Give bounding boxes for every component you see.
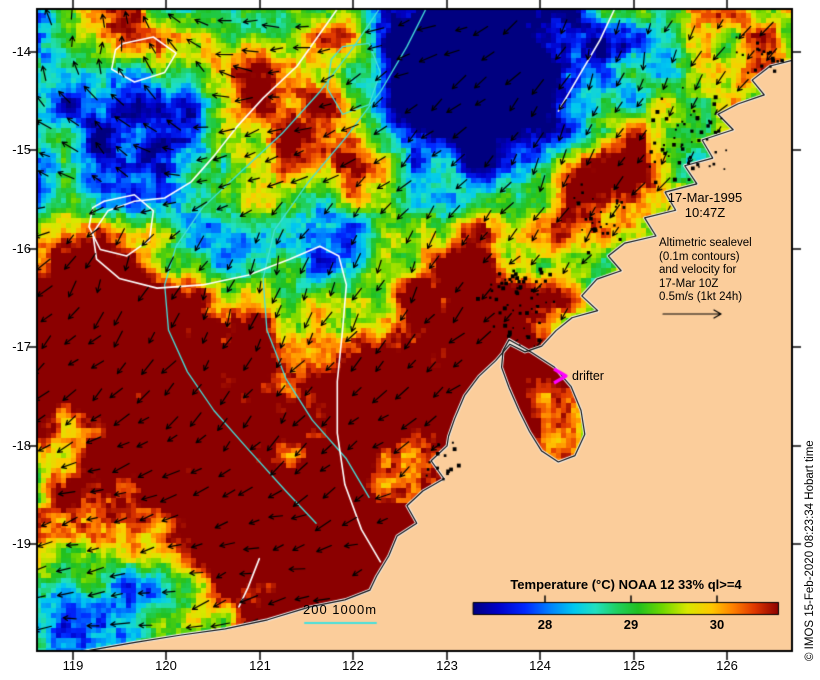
y-axis-tick-label: -15 bbox=[12, 142, 31, 157]
colorbar-title: Temperature (°C) NOAA 12 33% ql>=4 bbox=[510, 577, 742, 592]
bathymetry-scale-label: 200 1000m bbox=[303, 602, 378, 617]
y-axis-tick-label: -18 bbox=[12, 438, 31, 453]
annotation-line: 0.5m/s (1kt 24h) bbox=[659, 291, 743, 303]
x-axis-tick-label: 122 bbox=[342, 658, 364, 673]
annotation-line: and velocity for bbox=[659, 264, 737, 276]
y-axis-tick-label: -14 bbox=[12, 44, 31, 59]
observation-time: 10:47Z bbox=[684, 205, 726, 220]
colorbar-tick-label: 28 bbox=[537, 617, 553, 632]
observation-date: 17-Mar-1995 bbox=[667, 190, 743, 205]
x-axis-tick-label: 121 bbox=[249, 658, 271, 673]
drifter-label: drifter bbox=[572, 369, 604, 383]
x-axis-tick-label: 124 bbox=[529, 658, 551, 673]
y-axis-tick-label: -19 bbox=[12, 536, 31, 551]
copyright-watermark: © IMOS 15-Feb-2020 08:23:34 Hobart time bbox=[804, 440, 816, 661]
altimetric-annotation: Altimetric sealevel (0.1m contours) and … bbox=[659, 237, 789, 305]
colorbar-tick-label: 30 bbox=[709, 617, 725, 632]
annotation-line: Altimetric sealevel bbox=[659, 237, 752, 249]
colorbar-tick-label: 29 bbox=[623, 617, 639, 632]
annotation-line: (0.1m contours) bbox=[659, 250, 740, 263]
y-axis-tick-label: -16 bbox=[12, 241, 31, 256]
y-axis-tick-label: -17 bbox=[12, 339, 31, 354]
x-axis-tick-label: 126 bbox=[716, 658, 738, 673]
observation-datetime: 17-Mar-1995 10:47Z bbox=[652, 190, 758, 220]
x-axis-tick-label: 123 bbox=[436, 658, 458, 673]
x-axis-tick-label: 120 bbox=[155, 658, 177, 673]
annotation-line: 17-Mar 10Z bbox=[659, 277, 719, 290]
x-axis-tick-label: 125 bbox=[623, 658, 645, 673]
x-axis-tick-label: 119 bbox=[62, 658, 84, 673]
